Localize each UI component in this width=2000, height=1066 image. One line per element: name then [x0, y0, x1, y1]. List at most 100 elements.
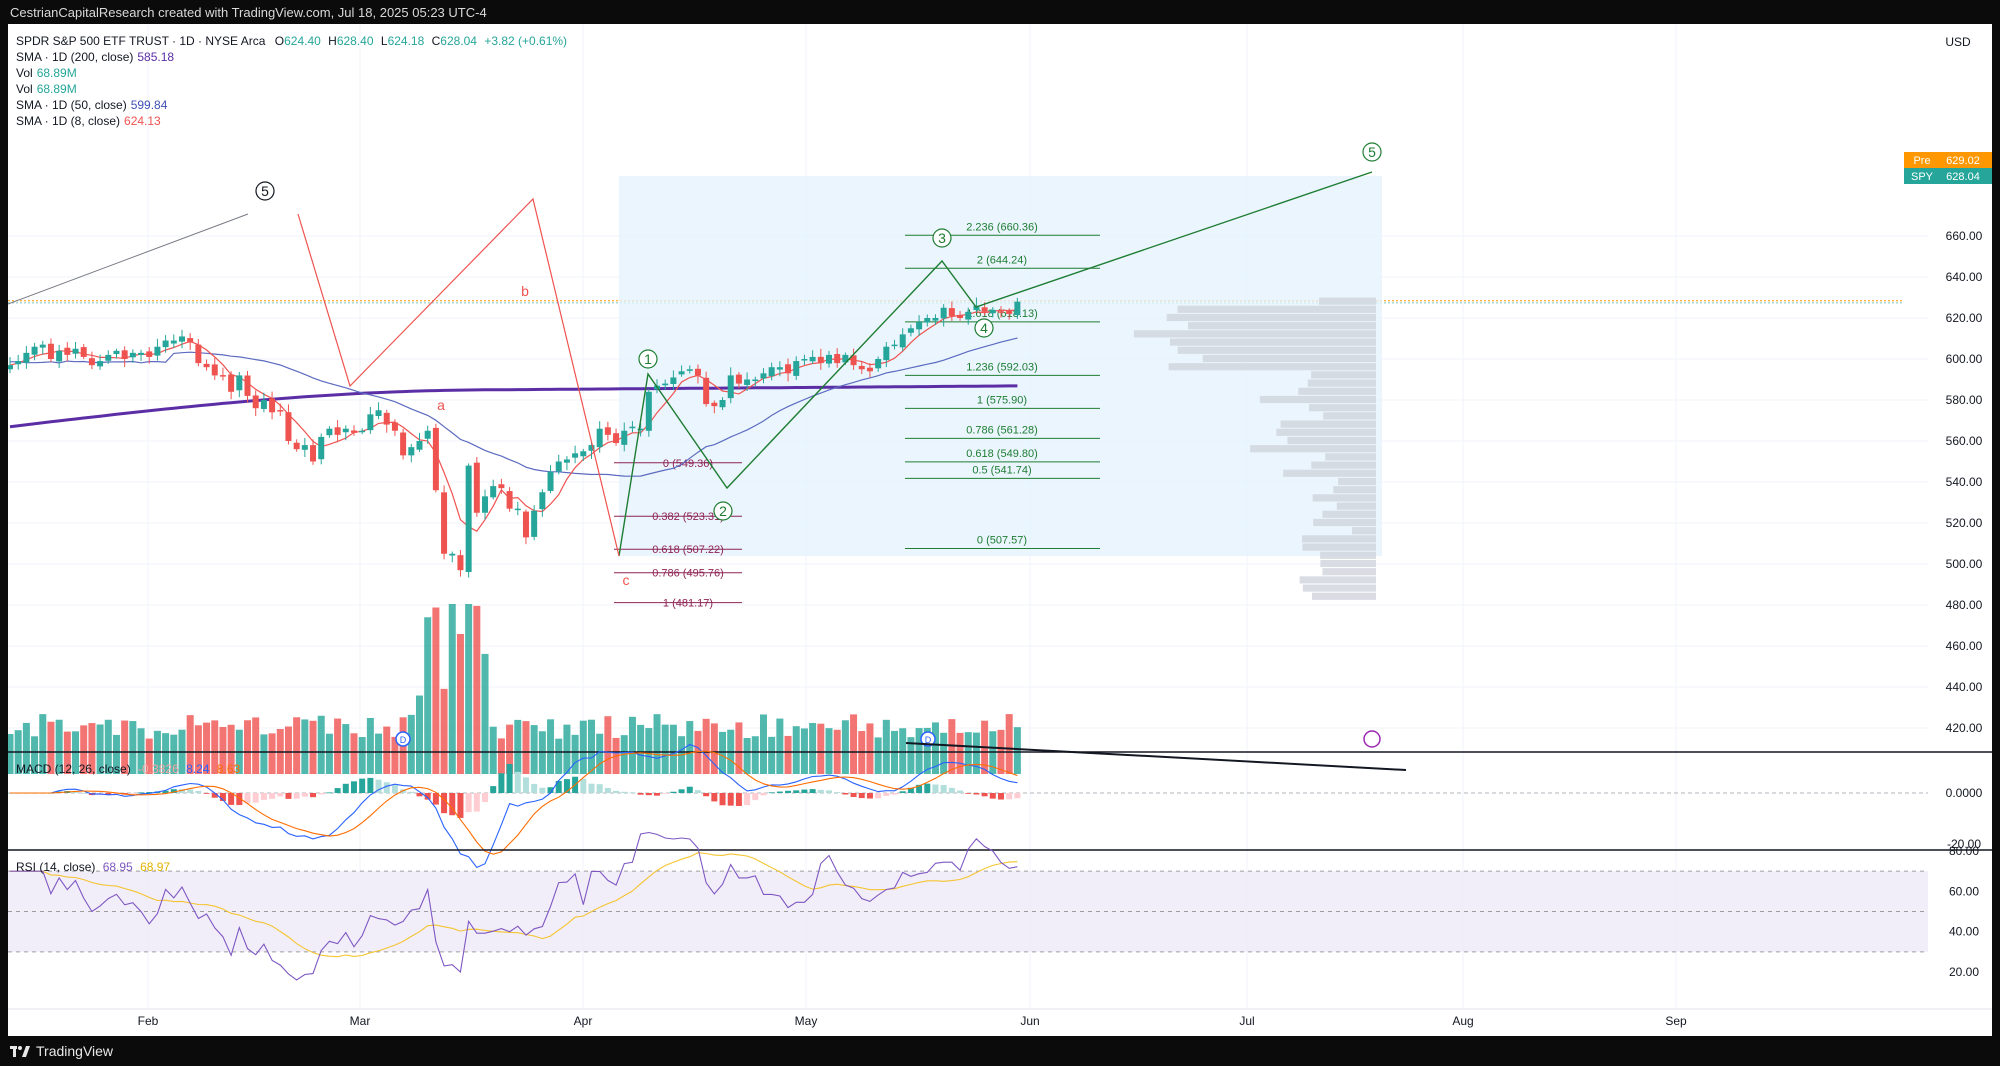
- legend-sma50-row: SMA · 1D (50, close) 599.84: [16, 98, 167, 112]
- volume-bar: [825, 728, 833, 774]
- time-axis-label: Mar: [350, 1014, 371, 1028]
- candle-body: [490, 486, 497, 498]
- macd-histogram-bar: [285, 793, 292, 799]
- volume-bar: [948, 719, 956, 774]
- candle-body: [23, 352, 30, 363]
- macd-divergence-line: [905, 742, 1407, 771]
- candle-body: [391, 422, 398, 431]
- candle-body: [408, 447, 415, 456]
- macd-histogram-bar: [940, 785, 947, 793]
- volume-bar: [841, 720, 849, 774]
- candle-body: [997, 311, 1004, 313]
- volume-bar: [956, 732, 964, 774]
- volume-bar: [882, 719, 890, 774]
- legend-c-label: C: [431, 34, 441, 48]
- volume-profile-bar: [1276, 428, 1376, 436]
- candle-body: [301, 445, 308, 450]
- impulse-wave-path: [618, 171, 1373, 557]
- macd-histogram-bar: [744, 793, 751, 806]
- sma200-line: [9, 384, 1018, 429]
- fib-retrace-label: 0.618 (507.22): [652, 544, 724, 556]
- candle-body: [940, 307, 947, 319]
- volume-bar: [284, 726, 292, 774]
- volume-bar: [416, 695, 423, 774]
- macd-histogram-bar: [162, 790, 169, 793]
- volume-profile-bar: [1351, 527, 1376, 535]
- candle-body: [359, 430, 366, 433]
- macd-histogram-bar: [613, 790, 620, 793]
- candle-body: [621, 430, 628, 445]
- macd-histogram-bar: [350, 781, 357, 793]
- volume-bar: [522, 721, 530, 774]
- price-tick-label: 600.00: [1946, 352, 1983, 366]
- candle-body: [121, 350, 128, 359]
- wave-circle: [638, 349, 658, 369]
- volume-bar: [6, 734, 14, 774]
- volume-bar: [309, 720, 317, 774]
- macd-histogram-bar: [817, 789, 824, 793]
- volume-bar: [366, 717, 374, 774]
- wave-label: a: [437, 397, 445, 413]
- volume-bar: [63, 731, 71, 774]
- candle-body: [842, 354, 849, 363]
- volume-profile-bar: [1336, 502, 1376, 510]
- volume-bar: [293, 717, 301, 774]
- macd-histogram-bar: [326, 792, 333, 794]
- volume-bar: [334, 718, 342, 774]
- macd-histogram-bar: [875, 793, 882, 799]
- time-axis[interactable]: Feb Mar Apr May Jun Jul Aug Sep: [138, 1014, 1687, 1028]
- price-tick-label: 580.00: [1946, 393, 1983, 407]
- sma50-line: [10, 337, 1018, 477]
- candle-body: [441, 492, 448, 554]
- fib-level-label: 0 (507.57): [977, 534, 1027, 546]
- macd-histogram-bar: [793, 790, 800, 793]
- price-tick-label: 620.00: [1946, 311, 1983, 325]
- volume-profile-bar: [1298, 387, 1376, 395]
- candle-body: [219, 375, 226, 377]
- volume-bar: [440, 688, 448, 774]
- legend-l-label: L: [380, 34, 388, 48]
- volume-bar: [972, 732, 980, 774]
- candle-body: [457, 555, 464, 571]
- candle-body: [555, 461, 562, 472]
- legend-sma8-label: SMA · 1D (8, close): [16, 114, 121, 128]
- macd-pane[interactable]: 0.0000 -20.00: [7, 743, 1983, 869]
- volume-bar: [203, 722, 211, 774]
- macd-histogram-bar: [490, 786, 497, 793]
- volume-bar: [735, 722, 743, 774]
- macd-histogram-bar: [997, 793, 1004, 800]
- wave-circle: [255, 181, 275, 201]
- legend-sma200-value: 585.18: [137, 50, 175, 64]
- footer-bar: TradingView: [0, 1036, 2000, 1066]
- candle-body: [948, 308, 955, 316]
- tradingview-logo[interactable]: TradingView: [10, 1043, 113, 1059]
- price-tick-label: 480.00: [1946, 598, 1983, 612]
- rsi-pane[interactable]: 80.00 60.00 40.00 20.00: [8, 831, 1979, 981]
- price-scale[interactable]: USD 660.00 640.00 620.00 600.00 580.00 560.00…: [1945, 35, 1982, 735]
- volume-bar: [211, 720, 219, 774]
- candle-body: [1006, 310, 1013, 314]
- candle-body: [334, 427, 341, 435]
- candle-body: [826, 354, 832, 364]
- volume-bar: [563, 724, 571, 774]
- macd-histogram-bar: [482, 793, 489, 803]
- wave-circle: [1362, 142, 1382, 162]
- candle-body: [563, 459, 570, 463]
- rsi-line: [10, 831, 1018, 981]
- rsi-label: RSI (14, close): [16, 860, 96, 874]
- candle-body: [776, 367, 783, 370]
- candle-body: [588, 445, 595, 451]
- candles: [7, 297, 1021, 578]
- volume-bar: [96, 724, 104, 774]
- time-axis-label: May: [795, 1014, 818, 1028]
- rsi-tick-label: 60.00: [1949, 884, 1979, 898]
- candle-body: [514, 508, 521, 511]
- macd-histogram-bar: [686, 786, 693, 793]
- macd-histogram-bar: [694, 790, 701, 793]
- macd-histogram-bar: [842, 793, 849, 795]
- price-tick-label: 520.00: [1946, 516, 1983, 530]
- macd-histogram-bar: [228, 793, 235, 805]
- candle-body: [7, 365, 13, 370]
